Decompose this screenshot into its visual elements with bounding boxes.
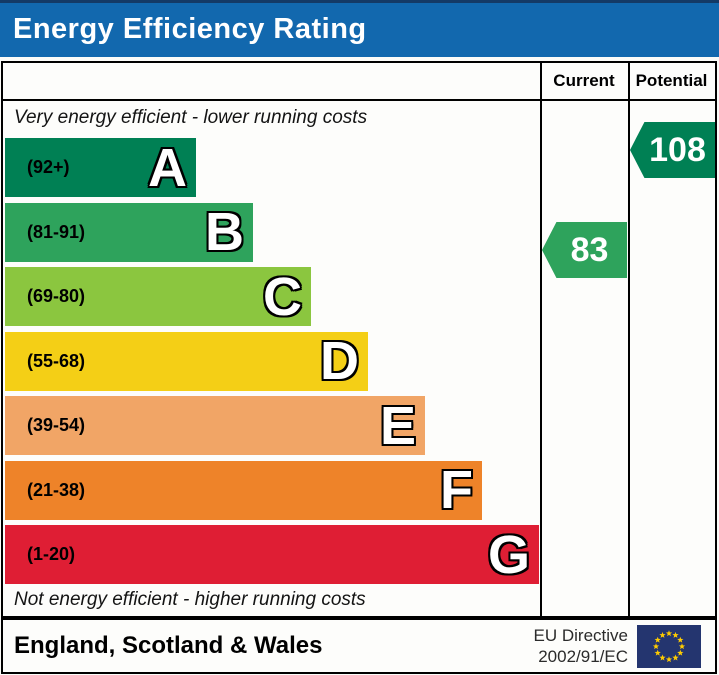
footer-region-label: England, Scotland & Wales xyxy=(14,632,323,659)
band-b-letter: B xyxy=(205,202,244,262)
eu-directive-line1: EU Directive xyxy=(533,625,628,645)
band-a: (92+) A xyxy=(5,138,196,197)
band-d: (55-68) D xyxy=(5,331,368,391)
bottom-note: Not energy efficient - higher running co… xyxy=(14,589,366,610)
band-b: (81-91) B xyxy=(5,202,253,262)
band-c-letter: C xyxy=(263,266,302,327)
page-title: Energy Efficiency Rating xyxy=(13,13,367,45)
band-d-range: (55-68) xyxy=(27,350,86,371)
band-e: (39-54) E xyxy=(5,396,425,455)
band-g-letter: G xyxy=(487,524,530,585)
band-f: (21-38) F xyxy=(5,460,482,520)
table-header-row: Current Potential xyxy=(3,63,715,101)
rating-table: Current Potential Very energy efficient … xyxy=(1,61,717,618)
potential-column-divider xyxy=(628,63,630,616)
band-f-range: (21-38) xyxy=(27,479,86,500)
potential-rating-arrow: 108 xyxy=(630,122,715,178)
band-g-range: (1-20) xyxy=(27,544,76,564)
band-f-letter: F xyxy=(440,460,473,520)
current-rating-value: 83 xyxy=(570,230,609,269)
current-rating-arrow: 83 xyxy=(542,222,627,278)
potential-column-header: Potential xyxy=(635,71,708,90)
band-a-range: (92+) xyxy=(27,157,70,177)
band-c-range: (69-80) xyxy=(27,286,86,306)
footer-bar: England, Scotland & Wales EU Directive 2… xyxy=(1,618,717,674)
band-e-letter: E xyxy=(379,395,416,456)
band-a-letter: A xyxy=(148,137,187,198)
rating-bands: (92+) A (81-91) B (69-80) C (55-68) D (3… xyxy=(5,138,540,590)
potential-rating-value: 108 xyxy=(649,130,706,169)
current-column-divider xyxy=(540,63,542,616)
title-bar: Energy Efficiency Rating xyxy=(0,0,719,57)
eu-directive-line2: 2002/91/EC xyxy=(538,647,628,666)
band-e-range: (39-54) xyxy=(27,415,86,435)
eu-flag-icon xyxy=(637,624,701,668)
band-b-range: (81-91) xyxy=(27,221,86,242)
band-d-letter: D xyxy=(320,331,359,391)
band-g: (1-20) G xyxy=(5,525,539,584)
eu-directive-label: EU Directive 2002/91/EC xyxy=(534,625,637,668)
top-note: Very energy efficient - lower running co… xyxy=(14,107,368,128)
band-c: (69-80) C xyxy=(5,267,311,326)
current-column-header: Current xyxy=(553,71,615,90)
